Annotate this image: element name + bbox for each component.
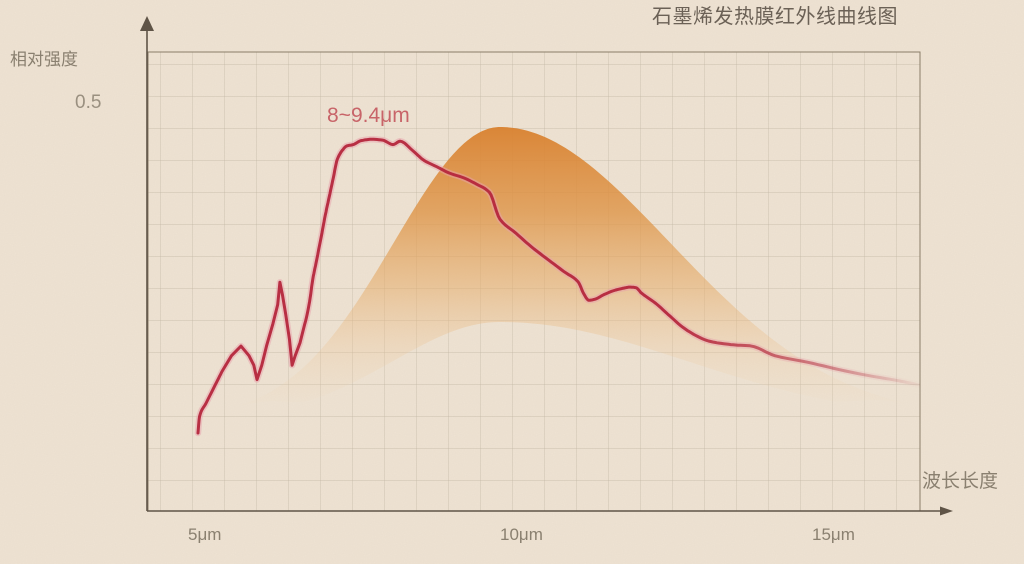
svg-text:5μm: 5μm [188, 525, 221, 544]
svg-text:石墨烯发热膜红外线曲线图: 石墨烯发热膜红外线曲线图 [652, 5, 898, 28]
svg-text:15μm: 15μm [812, 525, 855, 544]
svg-text:10μm: 10μm [500, 525, 543, 544]
svg-text:0.5: 0.5 [75, 92, 101, 113]
svg-text:8~9.4μm: 8~9.4μm [327, 104, 410, 127]
svg-text:相对强度: 相对强度 [10, 50, 78, 69]
svg-text:波长长度: 波长长度 [922, 470, 998, 492]
